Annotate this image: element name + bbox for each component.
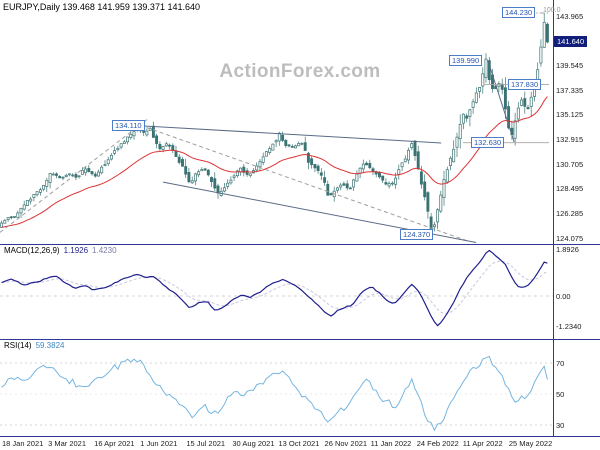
chart-title: EURJPY,Daily 139.468 141.959 139.371 141… <box>3 2 200 12</box>
watermark: ActionForex.com <box>219 61 381 82</box>
trendlines-layer <box>0 12 549 243</box>
candles-layer <box>0 13 549 232</box>
macd-main-value: 1.1926 <box>63 246 89 255</box>
separators <box>0 0 600 437</box>
current-price-label: 141.640 <box>554 36 588 47</box>
rsi-line <box>1 355 548 432</box>
macd-lines <box>1 249 548 327</box>
ma-line <box>1 96 548 228</box>
rsi-value: 59.3824 <box>35 341 65 350</box>
macd-name: MACD(12,26,9) <box>4 246 60 255</box>
rsi-label: RSI(14) 59.3824 <box>4 341 64 350</box>
macd-label: MACD(12,26,9) 1.1926 1.4230 <box>4 246 117 255</box>
grid-layer <box>0 295 553 426</box>
rsi-name: RSI(14) <box>4 341 32 350</box>
macd-signal-value: 1.4230 <box>92 246 117 255</box>
